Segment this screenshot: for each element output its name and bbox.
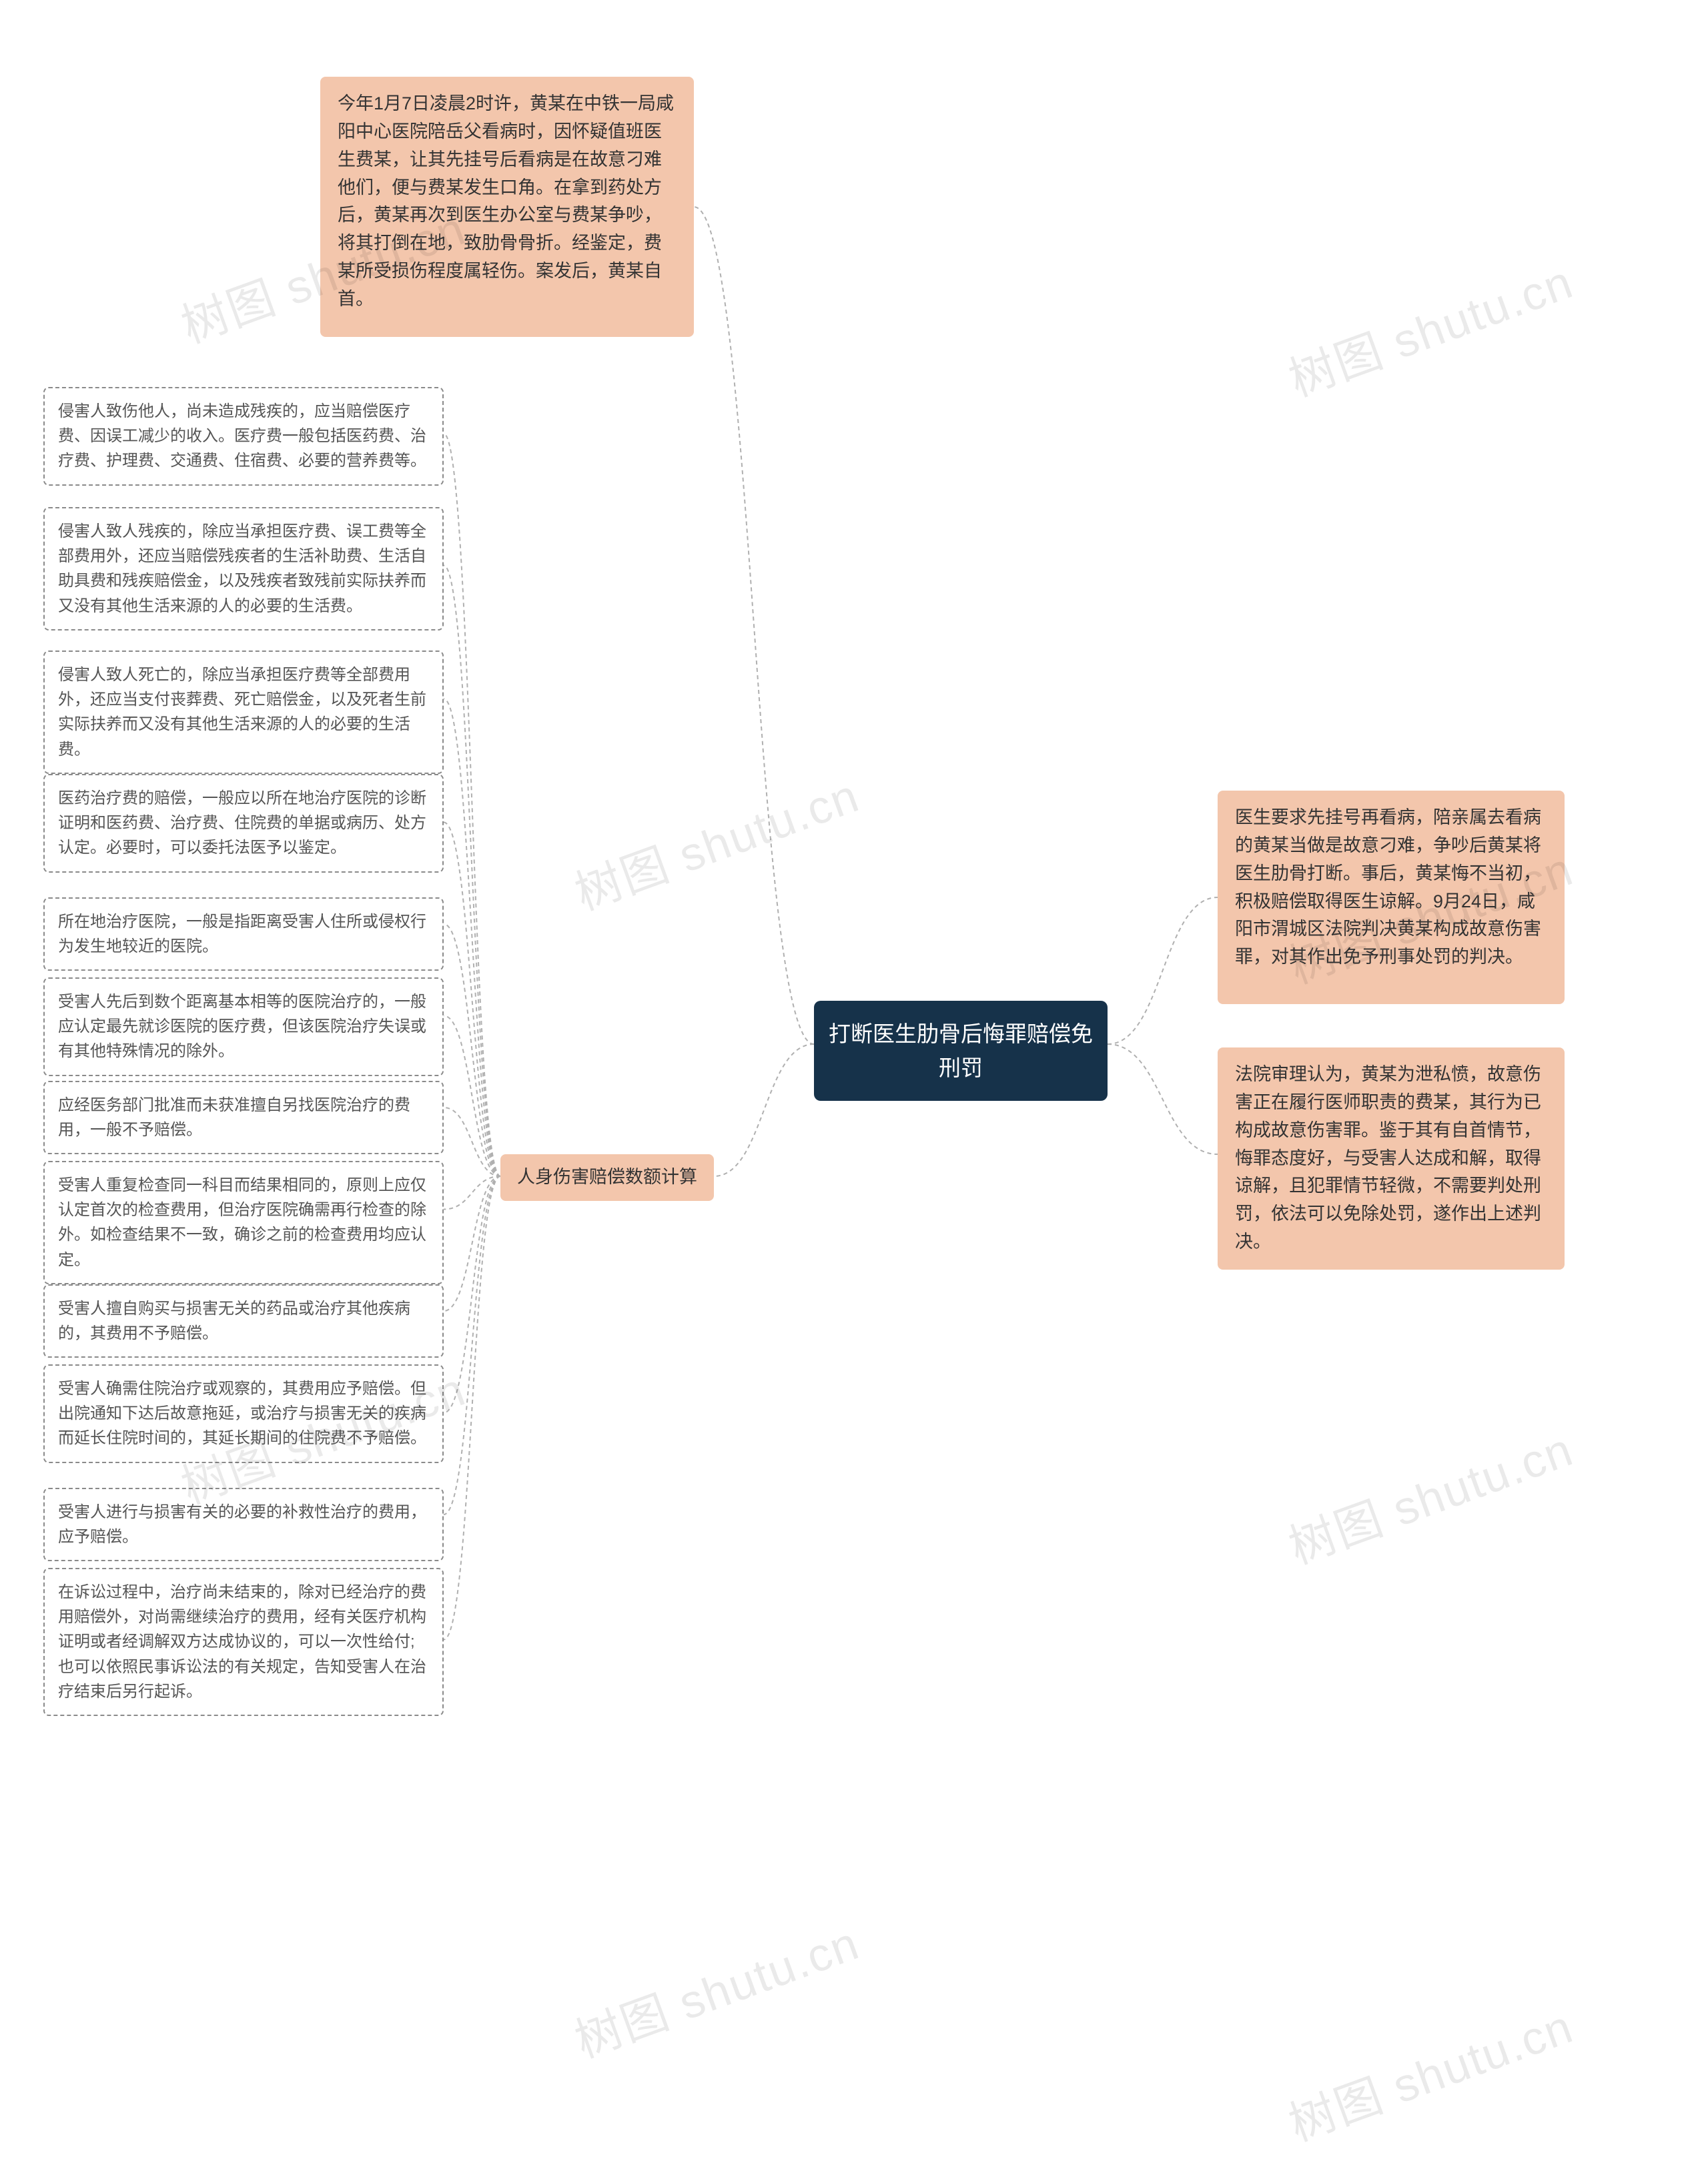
sub-item-4: 所在地治疗医院，一般是指距离受害人住所或侵权行为发生地较近的医院。 — [43, 897, 444, 971]
watermark-text: 树图 shutu.cn — [564, 759, 867, 923]
left-branch-subheading: 人身伤害赔偿数额计算 — [500, 1154, 714, 1201]
watermark-text: 树图 shutu.cn — [564, 1906, 867, 2071]
right-branch-2: 法院审理认为，黄某为泄私愤，故意伤害正在履行医师职责的费某，其行为已构成故意伤害… — [1218, 1047, 1565, 1270]
mindmap-canvas: 打断医生肋骨后悔罪赔偿免刑罚 医生要求先挂号再看病，陪亲属去看病的黄某当做是故意… — [0, 0, 1708, 2165]
sub-item-11: 在诉讼过程中，治疗尚未结束的，除对已经治疗的费用赔偿外，对尚需继续治疗的费用，经… — [43, 1568, 444, 1716]
sub-item-1: 侵害人致人残疾的，除应当承担医疗费、误工费等全部费用外，还应当赔偿残疾者的生活补… — [43, 507, 444, 630]
sub-item-6: 应经医务部门批准而未获准擅自另找医院治疗的费用，一般不予赔偿。 — [43, 1081, 444, 1154]
sub-item-3: 医药治疗费的赔偿，一般应以所在地治疗医院的诊断证明和医药费、治疗费、住院费的单据… — [43, 774, 444, 873]
watermark-text: 树图 shutu.cn — [1278, 245, 1581, 410]
sub-item-9: 受害人确需住院治疗或观察的，其费用应予赔偿。但出院通知下达后故意拖延，或治疗与损… — [43, 1364, 444, 1463]
left-branch-top: 今年1月7日凌晨2时许，黄某在中铁一局咸阳中心医院陪岳父看病时，因怀疑值班医生费… — [320, 77, 694, 337]
root-node: 打断医生肋骨后悔罪赔偿免刑罚 — [814, 1001, 1108, 1101]
watermark-text: 树图 shutu.cn — [1278, 1990, 1581, 2154]
watermark-text: 树图 shutu.cn — [1278, 1412, 1581, 1577]
sub-item-8: 受害人擅自购买与损害无关的药品或治疗其他疾病的，其费用不予赔偿。 — [43, 1284, 444, 1358]
sub-item-7: 受害人重复检查同一科目而结果相同的，原则上应仅认定首次的检查费用，但治疗医院确需… — [43, 1161, 444, 1284]
sub-item-2: 侵害人致人死亡的，除应当承担医疗费等全部费用外，还应当支付丧葬费、死亡赔偿金，以… — [43, 651, 444, 774]
sub-item-5: 受害人先后到数个距离基本相等的医院治疗的，一般应认定最先就诊医院的医疗费，但该医… — [43, 977, 444, 1076]
right-branch-1: 医生要求先挂号再看病，陪亲属去看病的黄某当做是故意刁难，争吵后黄某将医生肋骨打断… — [1218, 791, 1565, 1004]
sub-item-0: 侵害人致伤他人，尚未造成残疾的，应当赔偿医疗费、因误工减少的收入。医疗费一般包括… — [43, 387, 444, 486]
sub-item-10: 受害人进行与损害有关的必要的补救性治疗的费用，应予赔偿。 — [43, 1488, 444, 1561]
